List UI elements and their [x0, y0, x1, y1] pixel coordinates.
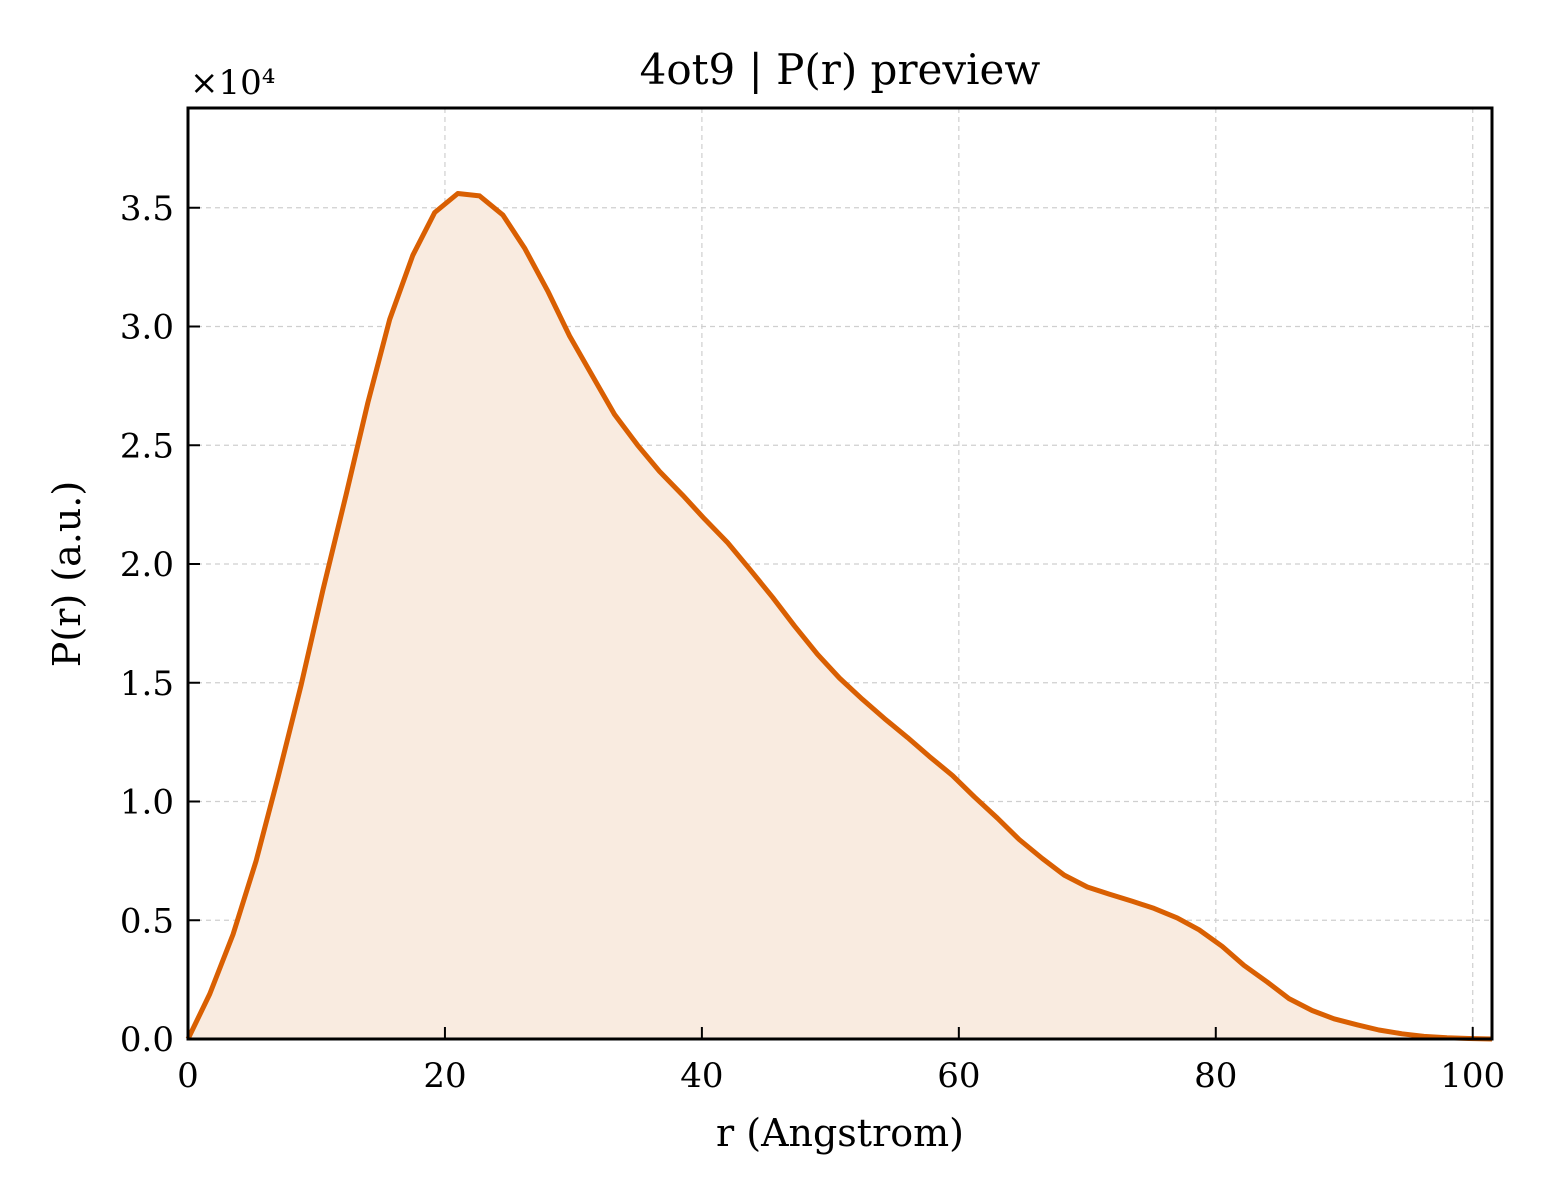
y-tick-label: 3.0: [120, 308, 174, 348]
chart-title: 4ot9 | P(r) preview: [640, 45, 1041, 94]
y-tick-label: 1.5: [120, 664, 174, 704]
x-tick-label: 0: [177, 1056, 199, 1096]
y-axis-label: P(r) (a.u.): [45, 481, 89, 667]
x-tick-label: 20: [423, 1056, 466, 1096]
y-tick-label: 0.0: [120, 1020, 174, 1060]
y-tick-label: 3.5: [120, 189, 174, 229]
pr-area-fill: [188, 193, 1492, 1039]
x-tick-label: 40: [680, 1056, 723, 1096]
plot-frame: [186, 106, 1494, 1041]
y-tick-label: 2.5: [120, 426, 174, 466]
x-tick-label: 60: [937, 1056, 980, 1096]
y-tick-label: 2.0: [120, 545, 174, 585]
pr-curve-line: [185, 191, 1493, 1042]
x-tick-label: 80: [1194, 1056, 1237, 1096]
y-scale-note: ×10⁴: [190, 63, 275, 103]
y-tick-label: 0.5: [120, 901, 174, 941]
y-tick-label: 1.0: [120, 783, 174, 823]
axis-ticks: 0 20 40 60 80 100 0.0 0.5 1.0 1.5 2.0 2.5 3.0 3.5: [120, 189, 1505, 1096]
x-axis-label: r (Angstrom): [716, 1111, 964, 1155]
x-tick-label: 100: [1440, 1056, 1505, 1096]
